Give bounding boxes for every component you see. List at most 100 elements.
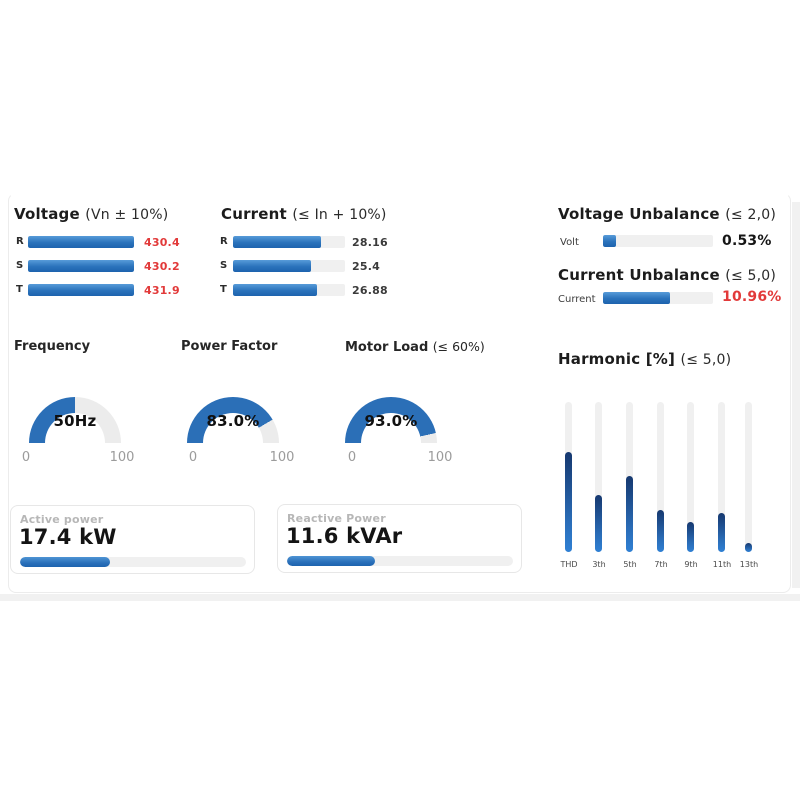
current-unbalance-title: Current Unbalance (≤ 5,0) <box>558 266 776 284</box>
harmonic-bar-13th <box>745 402 752 552</box>
reactive-power-bar <box>287 556 513 566</box>
active-power-bar-fill <box>20 557 111 567</box>
harmonic-bar-fill-3th <box>595 495 602 552</box>
current-row-label-r: R <box>220 236 228 247</box>
page-background-strip-right <box>792 202 800 588</box>
current-unbalance-bar <box>603 292 713 304</box>
harmonic-bar-thd <box>565 402 572 552</box>
power-factor-gauge-max: 100 <box>269 450 295 465</box>
harmonic-bar-fill-7th <box>657 510 664 552</box>
harmonic-bar-fill-11th <box>718 513 725 552</box>
voltage-value-r: 430.4 <box>144 236 180 249</box>
voltage-section-title: Voltage (Vn ± 10%) <box>14 205 168 223</box>
voltage-unbalance-title: Voltage Unbalance (≤ 2,0) <box>558 205 776 223</box>
harmonic-label-9th: 9th <box>684 560 698 569</box>
power-factor-gauge-min: 0 <box>188 450 198 465</box>
voltage-bar-s <box>28 260 134 272</box>
frequency-gauge-value: 50Hz <box>53 412 97 430</box>
voltage-bar-r <box>28 236 134 248</box>
current-unbalance-title-text: Current Unbalance <box>558 266 720 284</box>
current-bar-fill-r <box>233 236 322 248</box>
harmonic-label-13th: 13th <box>739 560 759 569</box>
frequency-title-text: Frequency <box>14 339 91 354</box>
harmonic-label-11th: 11th <box>712 560 732 569</box>
voltage-unbalance-title-text: Voltage Unbalance <box>558 205 720 223</box>
voltage-row-label-t: T <box>16 284 23 295</box>
harmonic-chart-title: Harmonic [%] (≤ 5,0) <box>558 350 731 368</box>
harmonic-bar-9th <box>687 402 694 552</box>
current-value-t: 26.88 <box>352 284 388 297</box>
frequency-gauge-max: 100 <box>109 450 135 465</box>
voltage-unbalance-label: Volt <box>560 237 579 248</box>
current-value-r: 28.16 <box>352 236 388 249</box>
current-bar-fill-s <box>233 260 312 272</box>
motor-load-gauge: 93.0% <box>345 397 437 443</box>
harmonic-title-text: Harmonic [%] <box>558 350 676 368</box>
frequency-gauge-title: Frequency <box>14 339 90 354</box>
current-row-label-s: S <box>220 260 228 271</box>
current-bar-s <box>233 260 345 272</box>
current-bar-r <box>233 236 345 248</box>
harmonic-bar-3th <box>595 402 602 552</box>
power-factor-gauge: 83.0% <box>187 397 279 443</box>
voltage-bar-t <box>28 284 134 296</box>
harmonic-label-5th: 5th <box>623 560 637 569</box>
harmonic-label-thd: THD <box>560 560 578 569</box>
page-background-strip-bottom <box>0 594 800 601</box>
frequency-gauge: 50Hz <box>29 397 121 443</box>
voltage-unbalance-bar-fill <box>603 235 617 247</box>
current-title-text: Current <box>221 205 287 223</box>
active-power-card: Active power 17.4 kW <box>10 505 255 574</box>
voltage-bar-fill-r <box>28 236 134 248</box>
harmonic-bar-7th <box>657 402 664 552</box>
harmonic-limit-text: (≤ 5,0) <box>680 352 732 368</box>
current-unbalance-label: Current <box>558 294 596 305</box>
voltage-unbalance-limit-text: (≤ 2,0) <box>725 207 777 223</box>
reactive-power-card: Reactive Power 11.6 kVAr <box>277 504 522 573</box>
motor-load-gauge-title: Motor Load (≤ 60%) <box>345 339 485 355</box>
harmonic-bar-5th <box>626 402 633 552</box>
motor-load-gauge-min: 0 <box>347 450 357 465</box>
current-bar-t <box>233 284 345 296</box>
harmonic-bar-fill-13th <box>745 543 752 552</box>
voltage-row-label-s: S <box>16 260 24 271</box>
harmonic-bar-fill-9th <box>687 522 694 552</box>
current-unbalance-bar-fill <box>603 292 671 304</box>
current-section-title: Current (≤ In + 10%) <box>221 205 387 223</box>
harmonic-bar-fill-5th <box>626 475 633 552</box>
power-factor-gauge-title: Power Factor <box>181 339 277 354</box>
active-power-value: 17.4 kW <box>19 525 117 549</box>
harmonic-bar-11th <box>718 402 725 552</box>
current-row-label-t: T <box>220 284 227 295</box>
power-factor-gauge-value: 83.0% <box>206 412 260 430</box>
reactive-power-label: Reactive Power <box>287 512 386 525</box>
active-power-label: Active power <box>20 513 104 526</box>
active-power-bar <box>20 557 246 567</box>
current-unbalance-value: 10.96% <box>722 289 782 305</box>
voltage-value-t: 431.9 <box>144 284 180 297</box>
voltage-limit-text: (Vn ± 10%) <box>85 207 169 223</box>
voltage-title-text: Voltage <box>14 205 80 223</box>
harmonic-label-3th: 3th <box>592 560 606 569</box>
voltage-bar-fill-s <box>28 260 134 272</box>
power-factor-title-text: Power Factor <box>181 339 278 354</box>
motor-load-gauge-max: 100 <box>427 450 453 465</box>
motor-load-title-text: Motor Load <box>345 340 429 355</box>
current-limit-text: (≤ In + 10%) <box>292 207 387 223</box>
current-value-s: 25.4 <box>352 260 380 273</box>
motor-load-limit-text: (≤ 60%) <box>432 339 485 354</box>
current-bar-fill-t <box>233 284 317 296</box>
voltage-unbalance-value: 0.53% <box>722 233 772 249</box>
voltage-bar-fill-t <box>28 284 134 296</box>
voltage-value-s: 430.2 <box>144 260 180 273</box>
harmonic-label-7th: 7th <box>654 560 668 569</box>
motor-load-gauge-value: 93.0% <box>364 412 418 430</box>
current-unbalance-limit-text: (≤ 5,0) <box>725 268 777 284</box>
frequency-gauge-min: 0 <box>21 450 31 465</box>
voltage-row-label-r: R <box>16 236 24 247</box>
reactive-power-value: 11.6 kVAr <box>286 524 403 548</box>
voltage-unbalance-bar <box>603 235 713 247</box>
reactive-power-bar-fill <box>287 556 376 566</box>
harmonic-bar-fill-thd <box>565 451 572 552</box>
